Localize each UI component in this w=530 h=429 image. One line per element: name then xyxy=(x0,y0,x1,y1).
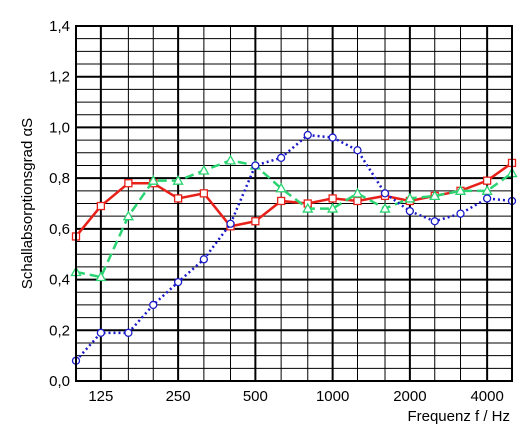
data-point xyxy=(380,189,390,198)
x-tick-label: 125 xyxy=(88,388,113,405)
data-point xyxy=(226,219,235,228)
data-point xyxy=(404,192,416,203)
data-point xyxy=(224,154,237,165)
series-3 xyxy=(71,130,517,365)
data-point xyxy=(251,161,260,170)
x-tick-label: 4000 xyxy=(470,388,503,405)
data-point xyxy=(173,277,183,287)
data-point xyxy=(276,153,286,163)
x-axis-label: Frequenz f / Hz xyxy=(407,408,510,425)
y-tick-label: 1,2 xyxy=(49,69,70,86)
y-tick-label: 0,2 xyxy=(49,322,70,339)
plot-frame xyxy=(75,25,513,382)
y-tick-labels: 0,0 0,2 0,4 0,6 0,8 1,0 1,2 1,4 xyxy=(49,18,70,390)
data-point xyxy=(454,184,467,195)
y-tick-label: 0,4 xyxy=(49,272,70,289)
data-point xyxy=(482,176,492,185)
data-point xyxy=(122,210,134,221)
data-point xyxy=(149,300,158,310)
series-layer xyxy=(70,130,518,365)
data-point xyxy=(96,201,106,211)
x-tick-label: 2000 xyxy=(393,388,426,405)
series-2 xyxy=(70,154,518,282)
x-tick-label: 500 xyxy=(243,388,268,405)
y-tick-label: 0,6 xyxy=(49,221,70,238)
data-point xyxy=(199,189,209,198)
data-point xyxy=(173,194,183,203)
x-tick-labels: 125 250 500 1000 2000 4000 xyxy=(88,388,503,405)
grid xyxy=(76,26,512,381)
data-point xyxy=(96,328,106,337)
data-point xyxy=(303,130,312,140)
data-point xyxy=(353,196,362,206)
data-point xyxy=(353,146,362,155)
data-point xyxy=(302,202,314,213)
y-tick-label: 0,8 xyxy=(49,170,70,187)
y-tick-label: 0,0 xyxy=(49,373,70,390)
data-point xyxy=(275,182,287,193)
data-point xyxy=(328,133,337,142)
data-point xyxy=(198,164,210,175)
series-line xyxy=(75,133,513,362)
x-tick-label: 250 xyxy=(166,388,191,405)
y-tick-label: 1,0 xyxy=(49,119,70,136)
data-point xyxy=(95,271,107,282)
series-line xyxy=(75,159,513,279)
y-axis-label: Schallabsorptionsgrad αS xyxy=(19,118,36,289)
data-point xyxy=(456,209,465,218)
data-point xyxy=(147,174,159,185)
data-point xyxy=(124,328,133,337)
x-tick-label: 1000 xyxy=(316,388,349,405)
data-point xyxy=(327,202,339,213)
data-point xyxy=(482,194,492,203)
y-tick-label: 1,4 xyxy=(49,18,70,35)
data-point xyxy=(328,194,337,203)
data-point xyxy=(429,190,441,201)
data-point xyxy=(172,174,184,185)
data-point xyxy=(351,187,364,198)
data-point xyxy=(405,206,415,216)
data-point xyxy=(251,217,260,226)
data-point xyxy=(276,196,286,206)
data-point xyxy=(430,217,439,226)
data-point xyxy=(199,255,209,264)
data-point xyxy=(124,179,133,188)
data-point xyxy=(379,202,391,213)
